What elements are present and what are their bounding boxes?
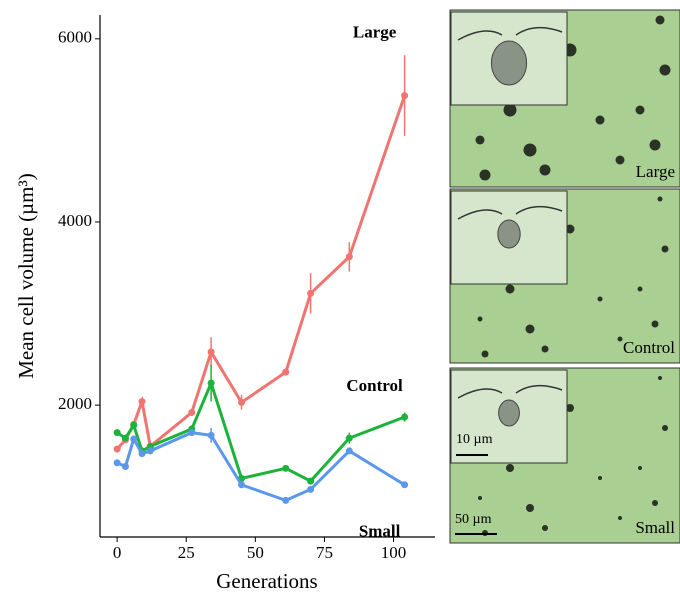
data-point <box>346 435 353 442</box>
cell-dot <box>662 425 668 431</box>
y-tick-label: 4000 <box>58 211 92 230</box>
data-point <box>282 497 289 504</box>
cell-dot <box>526 325 535 334</box>
cell-dot <box>482 351 489 358</box>
data-point <box>346 447 353 454</box>
x-axis-label: Generations <box>216 569 317 593</box>
cell-dot <box>476 136 485 145</box>
cell-dot <box>526 504 534 512</box>
figure: Generations Mean cell volume (µm³) Large… <box>0 0 680 596</box>
cell-dot <box>638 466 642 470</box>
data-point <box>147 447 154 454</box>
cell-dot <box>656 16 665 25</box>
cell-dot <box>618 516 622 520</box>
y-tick-label: 2000 <box>58 394 92 413</box>
data-point <box>401 92 408 99</box>
cell-dot <box>636 106 645 115</box>
cell-dot <box>542 525 548 531</box>
cell-dot <box>662 246 669 253</box>
data-point <box>188 429 195 436</box>
panel-label: Control <box>623 338 675 357</box>
data-point <box>114 446 121 453</box>
data-point <box>282 465 289 472</box>
image-panels: Large Control Small 10 µm 50 µm <box>450 10 680 543</box>
panel-label: Large <box>636 162 675 181</box>
cell-dot <box>596 116 605 125</box>
data-point <box>130 436 137 443</box>
data-point <box>130 422 137 429</box>
data-point <box>282 369 289 376</box>
x-tick-label: 50 <box>247 543 264 562</box>
series-label: Control <box>346 376 403 395</box>
data-point <box>307 290 314 297</box>
series-label: Small <box>359 522 401 541</box>
cell-body <box>491 41 526 85</box>
data-point <box>238 481 245 488</box>
cell-dot <box>598 297 603 302</box>
data-point <box>208 380 215 387</box>
cell-dot <box>478 496 482 500</box>
data-point <box>139 450 146 457</box>
cell-dot <box>658 197 663 202</box>
x-tick-label: 100 <box>381 543 407 562</box>
data-point <box>122 463 129 470</box>
data-point <box>346 253 353 260</box>
data-point <box>307 478 314 485</box>
y-axis-label: Mean cell volume (µm³) <box>14 173 38 379</box>
data-point <box>401 481 408 488</box>
data-point <box>122 435 129 442</box>
y-tick-label: 6000 <box>58 28 92 47</box>
scale-bar-label: 10 µm <box>456 432 493 447</box>
cell-body <box>499 400 520 426</box>
cell-dot <box>480 170 491 181</box>
data-point <box>208 349 215 356</box>
cell-dot <box>598 476 602 480</box>
cell-dot <box>540 165 551 176</box>
series-line <box>117 96 404 449</box>
cell-dot <box>478 317 483 322</box>
x-tick-label: 75 <box>316 543 333 562</box>
x-tick-label: 25 <box>178 543 195 562</box>
series-line <box>117 383 404 481</box>
series-label: Large <box>353 22 397 41</box>
data-point <box>208 432 215 439</box>
cell-dot <box>618 337 623 342</box>
cell-dot <box>616 156 625 165</box>
panel-label: Small <box>635 518 675 537</box>
x-tick-label: 0 <box>113 543 122 562</box>
cell-dot <box>506 285 515 294</box>
scale-bar-label: 50 µm <box>455 512 492 527</box>
cell-dot <box>542 346 549 353</box>
data-point <box>114 459 121 466</box>
data-point <box>238 399 245 406</box>
cell-dot <box>506 464 514 472</box>
data-point <box>114 429 121 436</box>
data-point <box>188 409 195 416</box>
cell-dot <box>660 65 671 76</box>
cell-dot <box>658 376 662 380</box>
data-point <box>307 486 314 493</box>
cell-dot <box>638 287 643 292</box>
cell-dot <box>524 144 537 157</box>
data-point <box>401 414 408 421</box>
cell-dot <box>650 140 661 151</box>
cell-dot <box>652 500 658 506</box>
data-point <box>139 398 146 405</box>
cell-body <box>498 220 520 248</box>
cell-dot <box>652 321 659 328</box>
